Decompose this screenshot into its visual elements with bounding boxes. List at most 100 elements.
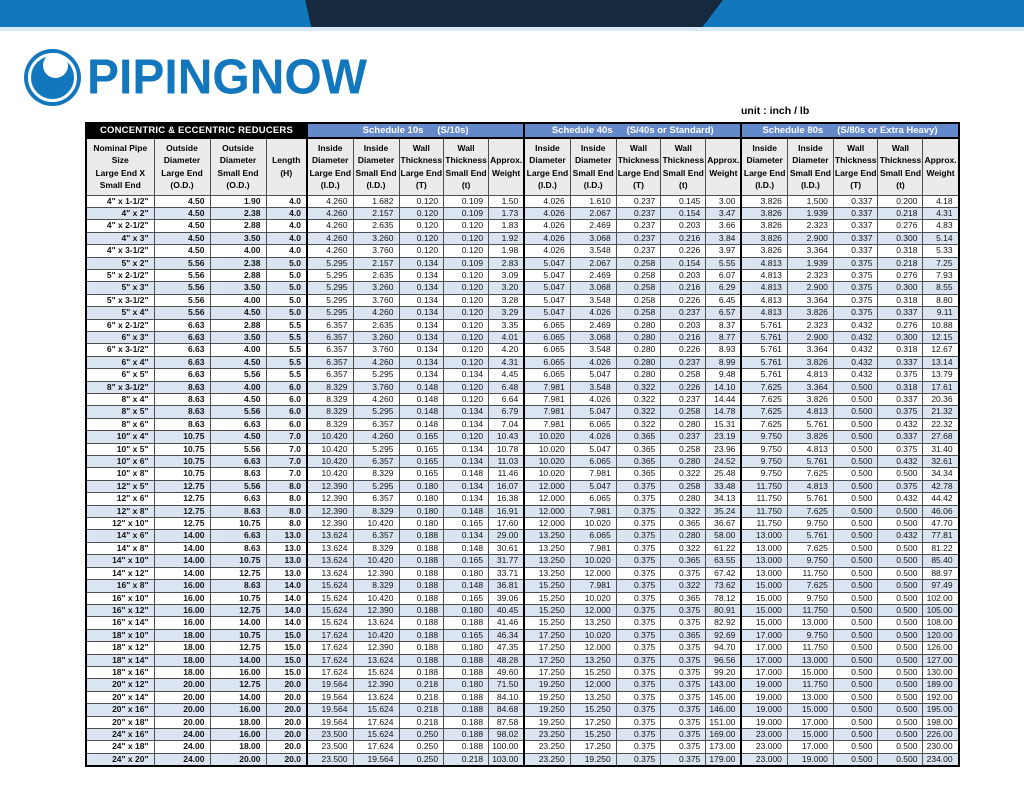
value-cell: 105.00 [922,603,960,618]
nominal-size-cell: 12" x 6" [85,492,155,506]
value-cell: 5.5 [265,368,308,382]
value-cell: 0.337 [832,219,879,233]
value-cell: 21.32 [922,405,960,419]
value-cell: 12.15 [922,330,960,345]
value-cell: 5.56 [209,442,267,457]
value-cell: 17.624 [352,715,400,729]
value-cell: 5.047 [523,306,571,320]
value-cell: 0.134 [443,492,490,506]
value-cell: 12.390 [352,566,400,581]
value-cell: 6.57 [705,306,742,320]
value-cell: 143.00 [705,678,742,692]
value-cell: 103.00 [488,752,525,767]
value-cell: 23.000 [740,740,788,754]
value-cell: 8.93 [705,343,742,357]
value-cell: 2.157 [352,256,400,270]
table-row: 4" x 1-1/2" 4.50 1.90 4.0 4.260 1.682 0.120 0.1… [85,194,960,208]
value-cell: 5.295 [352,405,400,419]
value-cell: 14.0 [265,616,308,630]
value-cell: 42.78 [922,479,960,494]
value-cell: 8.80 [922,293,960,308]
value-cell: 0.180 [398,504,445,519]
value-cell: 127.00 [922,653,960,667]
value-cell: 1.610 [569,194,617,208]
value-cell: 5.761 [786,455,834,469]
value-cell: 8.63 [209,541,267,556]
value-cell: 0.500 [877,591,924,605]
value-cell: 92.69 [705,628,742,643]
value-cell: 0.188 [398,554,445,568]
value-cell: 10.75 [209,554,267,568]
value-cell: 8.329 [352,579,400,593]
value-cell: 14.00 [153,541,211,556]
value-cell: 0.375 [615,616,662,630]
value-cell: 0.120 [443,219,490,233]
value-cell: 5.56 [209,368,267,382]
value-cell: 18.00 [153,665,211,680]
value-cell: 0.375 [615,504,662,519]
value-cell: 0.500 [832,752,879,767]
value-cell: 145.00 [705,690,742,705]
value-cell: 6.065 [569,455,617,469]
value-cell: 0.375 [660,665,707,680]
value-cell: 14.0 [265,603,308,618]
value-cell: 96.56 [705,653,742,667]
value-cell: 5.761 [740,343,788,357]
value-cell: 4.260 [306,219,354,233]
value-cell: 8.329 [306,392,354,407]
value-cell: 6.065 [523,343,571,357]
value-cell: 10.020 [523,430,571,444]
value-cell: 17.250 [569,715,617,729]
value-cell: 32.61 [922,455,960,469]
value-cell: 0.226 [660,244,707,258]
value-cell: 0.180 [443,678,490,692]
value-cell: 4.50 [209,306,267,320]
value-cell: 0.120 [443,355,490,370]
nominal-size-cell: 10" x 5" [85,442,155,457]
value-cell: 12.390 [306,517,354,531]
value-cell: 0.148 [443,579,490,593]
value-cell: 0.375 [832,268,879,283]
value-cell: 0.188 [398,641,445,655]
value-cell: 0.432 [832,368,879,382]
value-cell: 6.357 [306,368,354,382]
value-cell: 4.260 [306,206,354,221]
value-cell: 73.62 [705,579,742,593]
value-cell: 13.624 [352,653,400,667]
value-cell: 3.826 [786,392,834,407]
value-cell: 0.337 [832,206,879,221]
value-cell: 226.00 [922,727,960,742]
value-cell: 7.0 [265,442,308,457]
value-cell: 20.0 [265,690,308,705]
table-row: 4" x 2-1/2" 4.50 2.88 4.0 4.260 2.635 0.120 0.1… [85,219,960,233]
value-cell: 16.00 [153,603,211,618]
value-cell: 0.280 [615,330,662,345]
value-cell: 0.375 [660,653,707,667]
top-banner [0,0,1024,27]
value-cell: 5.56 [153,293,211,308]
value-cell: 0.375 [660,703,707,717]
value-cell: 10.75 [209,517,267,531]
value-cell: 7.625 [740,392,788,407]
value-cell: 0.258 [660,479,707,494]
value-cell: 15.624 [352,665,400,680]
value-cell: 0.500 [832,653,879,667]
value-cell: 13.624 [352,690,400,705]
value-cell: 0.120 [443,231,490,246]
value-cell: 6.0 [265,380,308,395]
table-row: 16" x 12" 16.00 12.75 14.0 15.624 12.390 0.188… [85,603,960,618]
value-cell: 3.760 [352,380,400,395]
value-cell: 7.625 [786,579,834,593]
value-cell: 0.276 [877,268,924,283]
value-cell: 11.750 [740,479,788,494]
value-cell: 1.939 [786,256,834,270]
value-cell: 5.761 [786,417,834,432]
pipingnow-circle-icon [24,49,81,106]
value-cell: 3.826 [740,244,788,258]
value-cell: 10.020 [523,455,571,469]
table-row: 10" x 6" 10.75 6.63 7.0 10.420 6.357 0.165 0.13… [85,455,960,469]
value-cell: 6.63 [153,368,211,382]
value-cell: 0.120 [398,244,445,258]
value-cell: 81.22 [922,541,960,556]
value-cell: 0.500 [832,641,879,655]
